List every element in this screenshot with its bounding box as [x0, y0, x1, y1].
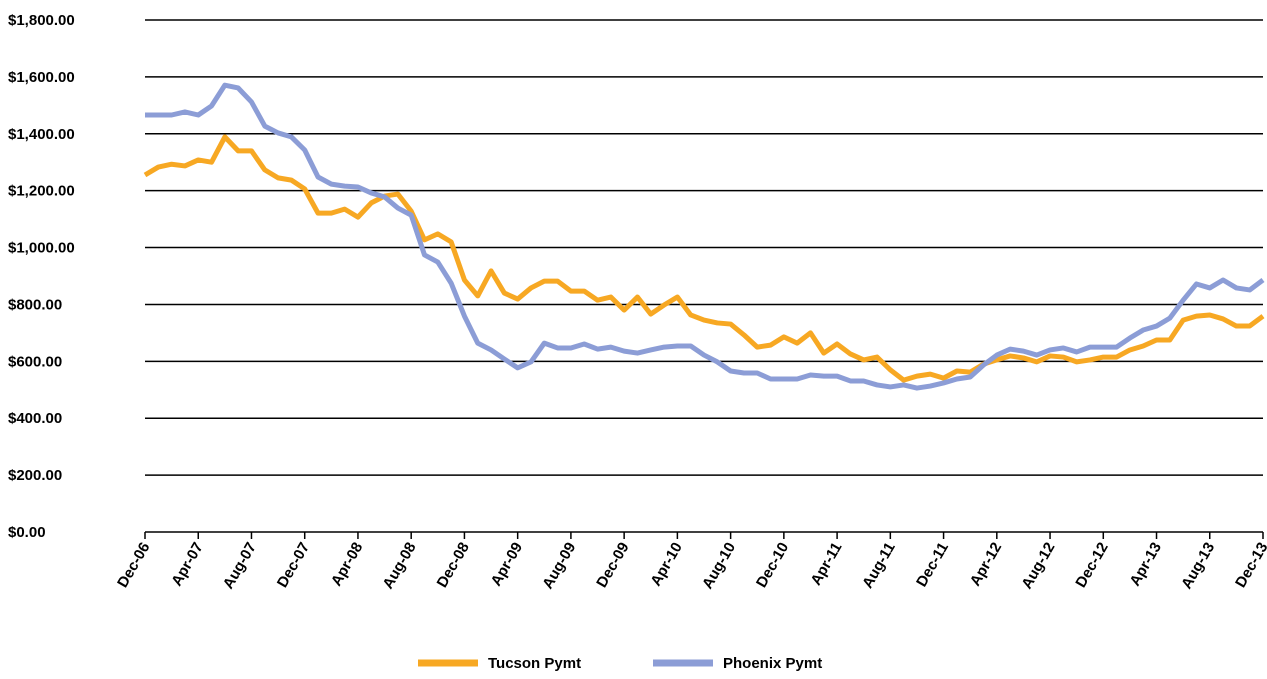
y-tick-label: $1,400.00: [8, 126, 75, 143]
x-tick-label: Apr-10: [647, 540, 685, 590]
y-tick-label: $1,000.00: [8, 240, 75, 257]
x-tick-label: Apr-09: [488, 540, 526, 590]
y-tick-label: $0.00: [8, 524, 46, 541]
x-tick-label: Apr-07: [168, 540, 206, 590]
x-tick-label: Apr-12: [967, 540, 1005, 590]
x-tick-label: Aug-13: [1178, 540, 1218, 593]
y-tick-label: $600.00: [8, 353, 62, 370]
x-tick-label: Dec-12: [1072, 540, 1111, 591]
x-tick-label: Dec-07: [274, 540, 313, 591]
y-tick-label: $1,800.00: [8, 12, 75, 29]
x-tick-label: Dec-10: [753, 540, 792, 591]
y-tick-label: $400.00: [8, 410, 62, 427]
x-tick-label: Dec-11: [913, 540, 952, 590]
x-tick-label: Dec-13: [1232, 540, 1267, 591]
x-tick-label: Dec-06: [114, 540, 153, 591]
x-tick-label: Aug-11: [859, 540, 899, 592]
y-tick-label: $800.00: [8, 296, 62, 313]
legend-label: Phoenix Pymt: [723, 655, 822, 672]
x-tick-label: Dec-08: [434, 540, 473, 591]
x-tick-label: Apr-08: [328, 540, 366, 590]
x-tick-label: Dec-09: [593, 540, 632, 591]
x-tick-label: Apr-11: [807, 540, 845, 589]
y-tick-label: $1,200.00: [8, 183, 75, 200]
x-tick-label: Aug-07: [220, 540, 260, 593]
y-tick-label: $200.00: [8, 467, 62, 484]
y-tick-label: $1,600.00: [8, 69, 75, 86]
x-tick-label: Aug-08: [380, 540, 420, 593]
series-line: [145, 82, 1265, 391]
series-line: [143, 134, 1265, 383]
x-tick-label: Aug-10: [699, 540, 739, 593]
legend-label: Tucson Pymt: [488, 655, 581, 672]
x-tick-label: Aug-09: [539, 540, 579, 593]
x-tick-label: Apr-13: [1127, 540, 1165, 590]
x-tick-label: Aug-12: [1018, 540, 1058, 593]
